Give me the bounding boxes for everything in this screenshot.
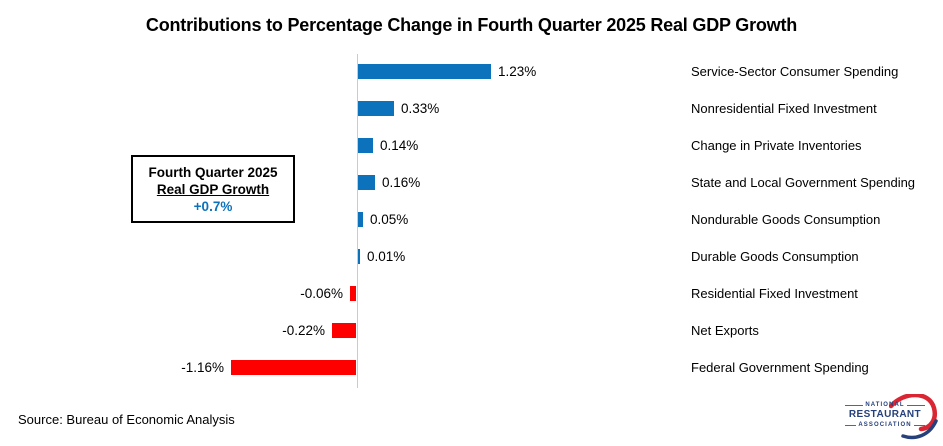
zero-axis-line <box>357 54 358 388</box>
logo-rule-left-bottom <box>845 424 857 426</box>
national-restaurant-association-logo: NATIONAL RESTAURANT ASSOCIATION <box>845 394 939 444</box>
logo-national-label: NATIONAL <box>865 402 905 408</box>
gdp-growth-annotation-box: Fourth Quarter 2025 Real GDP Growth +0.7… <box>131 155 295 223</box>
category-label: Federal Government Spending <box>691 360 869 375</box>
category-label: State and Local Government Spending <box>691 175 916 190</box>
logo-text: NATIONAL RESTAURANT ASSOCIATION <box>845 401 926 429</box>
logo-line-national: NATIONAL <box>845 401 926 409</box>
logo-association-label: ASSOCIATION <box>858 422 912 428</box>
logo-line-association: ASSOCIATION <box>845 421 926 429</box>
bar-value-label: 0.16% <box>382 175 421 190</box>
logo-rule-right-bottom <box>913 424 926 426</box>
logo-swoosh-icon <box>889 394 938 440</box>
bar-positive <box>358 138 373 153</box>
logo-restaurant-label: RESTAURANT <box>848 409 922 420</box>
chart-title: Contributions to Percentage Change in Fo… <box>145 15 798 35</box>
bar-value-label: -1.16% <box>181 360 224 375</box>
bar-positive <box>358 175 375 190</box>
bar-value-label: -0.22% <box>282 323 325 338</box>
bar-positive <box>358 212 363 227</box>
annotation-line-2: Real GDP Growth <box>156 182 270 197</box>
bar-value-label: 0.14% <box>380 138 419 153</box>
bar-negative <box>332 323 356 338</box>
annotation-gdp-value: +0.7% <box>193 199 233 214</box>
category-label: Net Exports <box>691 323 759 338</box>
bar-value-label: -0.06% <box>300 286 343 301</box>
category-label: Service-Sector Consumer Spending <box>691 64 899 79</box>
category-label: Nonresidential Fixed Investment <box>691 101 877 116</box>
logo-rule-right-top <box>906 404 926 406</box>
bar-value-label: 0.05% <box>370 212 409 227</box>
category-label: Nondurable Goods Consumption <box>691 212 881 227</box>
bar-negative <box>350 286 356 301</box>
category-label: Residential Fixed Investment <box>691 286 858 301</box>
bar-value-label: 1.23% <box>498 64 537 79</box>
bar-negative <box>231 360 356 375</box>
bar-value-label: 0.01% <box>367 249 406 264</box>
category-label: Change in Private Inventories <box>691 138 862 153</box>
bar-value-label: 0.33% <box>401 101 440 116</box>
bar-positive <box>358 249 360 264</box>
source-note: Source: Bureau of Economic Analysis <box>18 412 235 427</box>
category-label: Durable Goods Consumption <box>691 249 859 264</box>
annotation-line-1: Fourth Quarter 2025 <box>148 165 278 180</box>
bar-positive <box>358 64 491 79</box>
bar-positive <box>358 101 394 116</box>
logo-rule-left-top <box>845 404 864 406</box>
